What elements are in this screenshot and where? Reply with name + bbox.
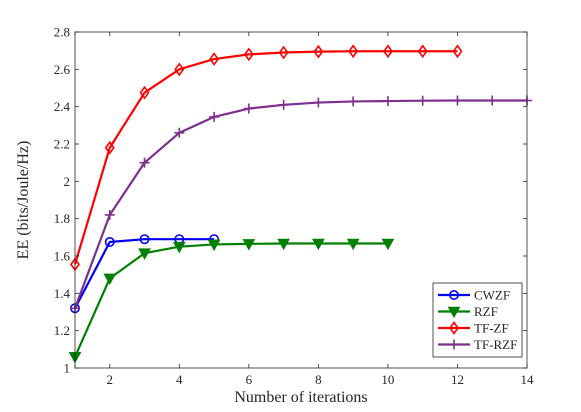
y-tick-label: 1 — [64, 361, 71, 376]
data-point — [242, 239, 256, 251]
data-point — [417, 44, 428, 59]
data-point — [174, 62, 185, 77]
data-point — [447, 306, 461, 319]
x-tick-label: 4 — [176, 372, 183, 387]
data-point — [381, 238, 395, 251]
data-point — [448, 289, 459, 300]
data-point — [104, 237, 115, 248]
data-point — [104, 140, 115, 155]
data-point — [209, 52, 220, 66]
y-tick-label: 2.4 — [54, 99, 71, 114]
legend-entry: CWZF — [438, 288, 510, 303]
y-tick-label: 1.8 — [54, 211, 70, 226]
data-point — [487, 95, 498, 106]
data-point — [209, 111, 220, 122]
y-tick-label: 1.4 — [54, 286, 71, 301]
data-point — [139, 234, 150, 245]
series-line — [73, 50, 458, 265]
data-point — [346, 238, 360, 251]
x-tick-label: 10 — [381, 372, 394, 387]
legend-label: RZF — [474, 304, 498, 319]
data-point — [348, 44, 359, 59]
data-point — [103, 273, 117, 286]
data-point — [172, 241, 186, 254]
legend-label: TF-RZF — [474, 337, 517, 352]
x-axis-title: Number of iterations — [234, 389, 367, 406]
axes-layer — [74, 31, 528, 369]
series-line — [73, 99, 527, 309]
data-point — [243, 103, 254, 114]
x-tick-label: 12 — [451, 372, 464, 387]
data-point — [278, 99, 289, 110]
legend-label: TF-ZF — [474, 321, 509, 336]
x-tick-label: 8 — [315, 372, 322, 387]
series-tf-zf — [70, 44, 463, 272]
y-tick-label: 2.8 — [54, 25, 70, 40]
data-point — [348, 96, 359, 107]
x-ticks: 2 4 6 8 10 12 14 — [74, 32, 535, 387]
y-axis-title: EE (bits/Joule/Hz) — [15, 141, 32, 260]
series-line — [74, 238, 215, 309]
data-point — [278, 45, 289, 60]
data-point — [104, 209, 115, 220]
data-point — [452, 95, 463, 106]
y-ticks: 1 1.2 1.4 1.6 1.8 2 2.2 2.4 2.6 2.8 — [54, 25, 527, 376]
legend-entry: TF-RZF — [438, 337, 517, 352]
series-line — [73, 242, 388, 358]
series-rzf — [68, 238, 395, 364]
data-point — [313, 44, 324, 59]
y-tick-label: 2.2 — [54, 137, 70, 152]
data-point — [449, 339, 459, 350]
legend-entry: TF-ZF — [438, 321, 509, 336]
data-point — [139, 157, 150, 168]
data-point — [207, 239, 221, 252]
x-tick-label: 2 — [107, 372, 114, 387]
data-point — [243, 47, 254, 62]
legend-entry: RZF — [438, 304, 498, 319]
x-tick-label: 6 — [246, 372, 253, 387]
data-point — [174, 127, 185, 138]
y-tick-label: 1.6 — [54, 249, 71, 264]
series-layer — [68, 44, 532, 364]
data-point — [312, 238, 325, 251]
y-tick-label: 2 — [64, 174, 71, 189]
y-tick-label: 1.2 — [54, 323, 70, 338]
legend-label: CWZF — [474, 288, 510, 303]
data-point — [277, 238, 290, 251]
data-point — [449, 321, 459, 335]
plot-frame — [74, 31, 528, 369]
data-point — [138, 248, 151, 260]
data-point — [382, 96, 393, 107]
data-point — [382, 44, 393, 59]
x-tick-label: 14 — [521, 372, 535, 387]
data-point — [452, 44, 463, 59]
data-point — [417, 95, 428, 106]
data-point — [139, 85, 150, 100]
y-tick-label: 2.6 — [54, 62, 71, 77]
data-point — [313, 97, 324, 108]
